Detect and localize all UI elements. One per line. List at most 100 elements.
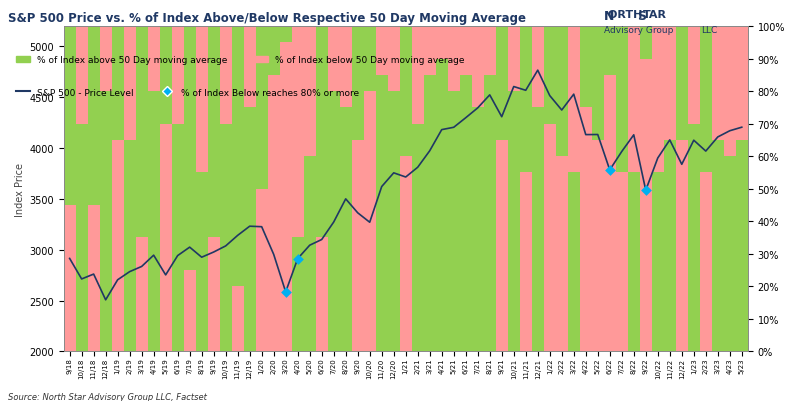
Bar xyxy=(148,27,160,92)
Point xyxy=(291,256,304,262)
Bar xyxy=(76,27,88,124)
Bar xyxy=(148,92,160,351)
Y-axis label: Index Price: Index Price xyxy=(15,162,25,216)
Bar xyxy=(700,27,712,173)
Bar xyxy=(304,157,316,351)
Bar xyxy=(184,270,196,351)
Bar xyxy=(652,27,664,173)
Bar xyxy=(244,27,256,108)
Bar xyxy=(472,27,484,108)
Bar xyxy=(580,27,592,108)
Bar xyxy=(124,140,136,351)
Bar xyxy=(556,27,568,157)
Bar xyxy=(664,27,676,140)
Bar xyxy=(736,140,748,351)
Bar xyxy=(292,238,304,351)
Bar xyxy=(172,27,184,124)
Text: N: N xyxy=(604,10,614,23)
Bar xyxy=(736,27,748,140)
Bar xyxy=(604,27,616,76)
Bar xyxy=(412,27,424,124)
Bar xyxy=(544,124,556,351)
Bar xyxy=(208,238,220,351)
Bar xyxy=(556,157,568,351)
Bar xyxy=(664,140,676,351)
Bar xyxy=(112,27,124,140)
Bar xyxy=(328,92,340,351)
Text: Advisory Group: Advisory Group xyxy=(604,26,674,35)
Bar xyxy=(88,205,100,351)
Bar xyxy=(484,27,496,76)
Bar xyxy=(340,108,352,351)
Text: S&P 500 Price vs. % of Index Above/Below Respective 50 Day Moving Average: S&P 500 Price vs. % of Index Above/Below… xyxy=(8,12,526,25)
Bar xyxy=(628,173,640,351)
Text: Source: North Star Advisory Group LLC, Factset: Source: North Star Advisory Group LLC, F… xyxy=(8,392,207,401)
Bar xyxy=(472,108,484,351)
Bar xyxy=(724,157,736,351)
Bar xyxy=(568,27,580,173)
Bar xyxy=(616,173,628,351)
Text: ORTH: ORTH xyxy=(608,10,646,20)
Bar xyxy=(208,27,220,238)
Text: TAR: TAR xyxy=(642,10,666,20)
Bar xyxy=(592,27,604,140)
Bar xyxy=(424,76,436,351)
Bar xyxy=(232,287,244,351)
Bar xyxy=(76,124,88,351)
Bar xyxy=(364,27,376,92)
Bar xyxy=(160,27,172,124)
Bar xyxy=(688,27,700,124)
Bar xyxy=(544,27,556,124)
Bar xyxy=(640,59,652,351)
Text: S: S xyxy=(638,10,646,23)
Bar xyxy=(256,189,268,351)
Bar xyxy=(580,108,592,351)
Bar xyxy=(496,27,508,140)
Bar xyxy=(628,27,640,173)
Bar xyxy=(412,124,424,351)
Bar xyxy=(532,108,544,351)
Bar xyxy=(220,27,232,124)
Bar xyxy=(304,27,316,157)
Bar xyxy=(616,27,628,173)
Bar xyxy=(520,173,532,351)
Bar xyxy=(340,27,352,108)
Bar xyxy=(676,27,688,140)
Bar xyxy=(100,27,112,92)
Bar xyxy=(520,27,532,173)
Bar xyxy=(184,27,196,270)
Bar xyxy=(112,140,124,351)
Bar xyxy=(496,140,508,351)
Bar xyxy=(220,124,232,351)
Bar xyxy=(316,238,328,351)
Bar xyxy=(700,173,712,351)
Bar xyxy=(568,173,580,351)
Bar xyxy=(64,27,76,205)
Bar xyxy=(436,27,448,59)
Bar xyxy=(280,43,292,351)
Bar xyxy=(400,157,412,351)
Bar xyxy=(352,140,364,351)
Bar xyxy=(640,27,652,59)
Bar xyxy=(196,27,208,173)
Bar xyxy=(688,124,700,351)
Bar xyxy=(280,27,292,43)
Bar xyxy=(316,27,328,238)
Point xyxy=(603,167,616,174)
Bar xyxy=(292,27,304,238)
Bar xyxy=(364,92,376,351)
Point xyxy=(639,188,652,194)
Bar xyxy=(232,27,244,287)
Bar xyxy=(100,92,112,351)
Bar xyxy=(88,27,100,205)
Bar xyxy=(160,124,172,351)
Bar xyxy=(676,140,688,351)
Bar xyxy=(484,76,496,351)
Legend: S&P 500 - Price Level, % of Index Below reaches 80% or more: S&P 500 - Price Level, % of Index Below … xyxy=(13,85,363,101)
Text: LLC: LLC xyxy=(702,26,718,35)
Bar xyxy=(136,238,148,351)
Bar xyxy=(532,27,544,108)
Bar xyxy=(124,27,136,140)
Bar xyxy=(352,27,364,140)
Bar xyxy=(604,76,616,351)
